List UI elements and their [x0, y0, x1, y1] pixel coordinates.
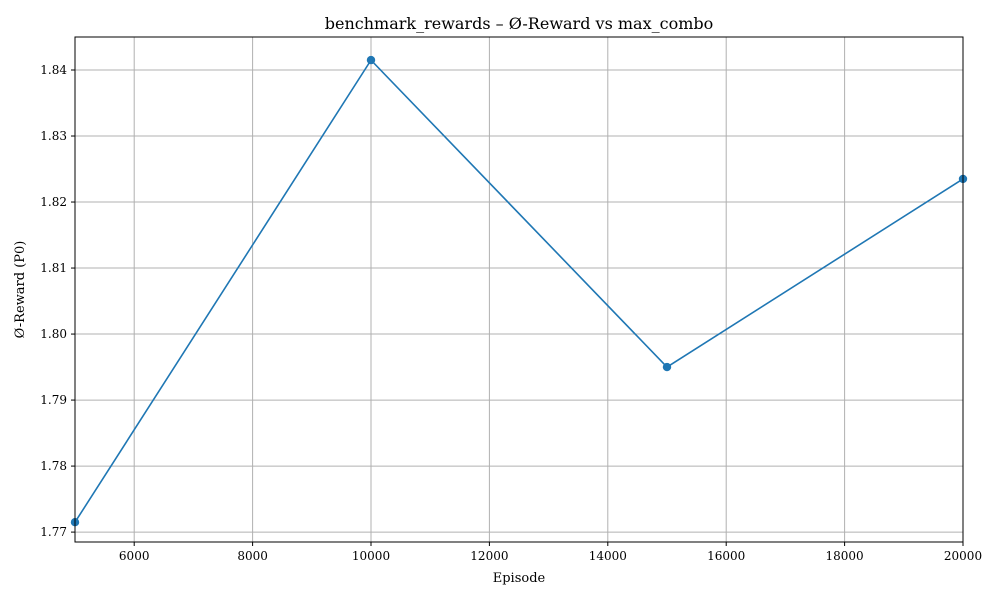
x-tick-label: 16000 [707, 549, 745, 563]
ticks: 6000 8000 10000 12000 14000 16000 18000 20000 1.… [40, 63, 982, 563]
data-point [662, 362, 672, 372]
data-point [366, 55, 376, 65]
y-tick-label: 1.84 [40, 63, 67, 77]
x-tick-label: 14000 [589, 549, 627, 563]
x-axis-label: Episode [493, 571, 546, 586]
y-tick-label: 1.83 [40, 129, 67, 143]
chart-title: benchmark_rewards – Ø-Reward vs max_comb… [325, 14, 714, 33]
y-axis-label: Ø-Reward (P0) [13, 241, 28, 339]
series-layer [70, 55, 968, 527]
y-tick-label: 1.81 [40, 261, 67, 275]
y-tick-label: 1.78 [40, 459, 67, 473]
x-tick-label: 18000 [826, 549, 864, 563]
x-tick-label: 10000 [352, 549, 390, 563]
x-tick-label: 12000 [470, 549, 508, 563]
grid [75, 37, 964, 542]
y-tick-label: 1.77 [40, 525, 67, 539]
series-line [74, 58, 964, 523]
y-tick-label: 1.80 [40, 327, 67, 341]
x-tick-label: 8000 [237, 549, 268, 563]
x-tick-label: 6000 [119, 549, 150, 563]
y-tick-label: 1.82 [40, 195, 67, 209]
x-tick-label: 20000 [944, 549, 982, 563]
y-tick-label: 1.79 [40, 393, 67, 407]
axes-frame [74, 36, 964, 543]
